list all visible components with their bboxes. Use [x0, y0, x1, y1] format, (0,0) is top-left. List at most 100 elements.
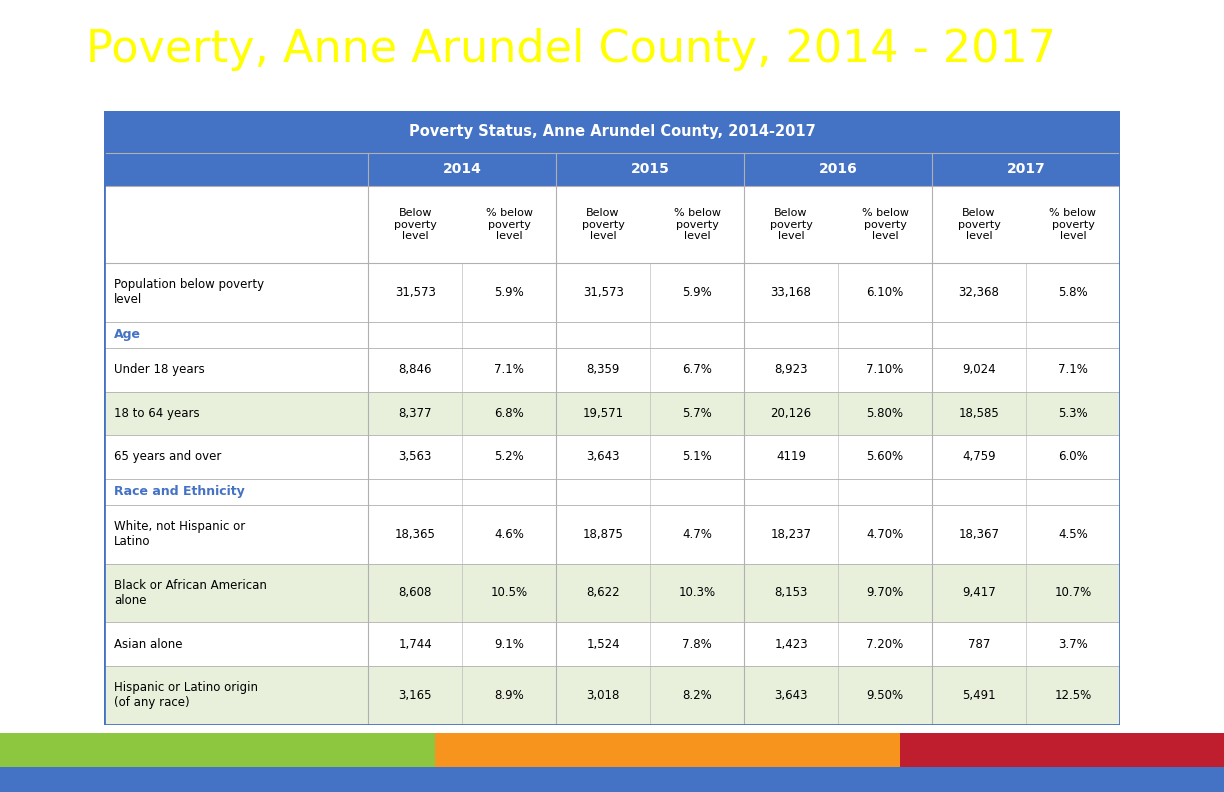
- Text: 7.10%: 7.10%: [867, 364, 903, 376]
- Text: 8,608: 8,608: [399, 586, 432, 600]
- Text: 9.50%: 9.50%: [867, 689, 903, 702]
- Text: 18,365: 18,365: [394, 527, 436, 541]
- Text: 4.7%: 4.7%: [682, 527, 712, 541]
- Bar: [0, 767, 1224, 792]
- Bar: [931, 186, 1026, 263]
- Bar: [104, 391, 1120, 435]
- Text: 18,875: 18,875: [583, 527, 623, 541]
- Text: 9,024: 9,024: [962, 364, 996, 376]
- Text: 4.6%: 4.6%: [494, 527, 524, 541]
- Text: 5.3%: 5.3%: [1059, 407, 1088, 420]
- Text: 8,846: 8,846: [399, 364, 432, 376]
- Text: Black or African American
alone: Black or African American alone: [114, 579, 267, 607]
- Text: White, not Hispanic or
Latino: White, not Hispanic or Latino: [114, 520, 246, 548]
- Text: 31,573: 31,573: [583, 286, 623, 299]
- Text: 2016: 2016: [819, 162, 858, 177]
- Text: Asian alone: Asian alone: [114, 638, 182, 650]
- Text: 5.7%: 5.7%: [682, 407, 712, 420]
- Text: 5.80%: 5.80%: [867, 407, 903, 420]
- Bar: [744, 186, 838, 263]
- Bar: [556, 153, 744, 186]
- Text: 2014: 2014: [443, 162, 481, 177]
- Text: % below
poverty
level: % below poverty level: [673, 208, 721, 242]
- Bar: [104, 505, 1120, 564]
- Text: 12.5%: 12.5%: [1054, 689, 1092, 702]
- Text: Below
poverty
level: Below poverty level: [770, 208, 813, 242]
- Text: 1,524: 1,524: [586, 638, 619, 650]
- Text: % below
poverty
level: % below poverty level: [1049, 208, 1097, 242]
- Text: 8.9%: 8.9%: [494, 689, 524, 702]
- Text: 6.0%: 6.0%: [1058, 451, 1088, 463]
- Bar: [435, 733, 900, 767]
- Text: Under 18 years: Under 18 years: [114, 364, 204, 376]
- Bar: [104, 263, 1120, 322]
- Text: 2017: 2017: [1006, 162, 1045, 177]
- Text: 3,563: 3,563: [399, 451, 432, 463]
- Text: 65 years and over: 65 years and over: [114, 451, 222, 463]
- Text: 5.2%: 5.2%: [494, 451, 524, 463]
- Text: 9,417: 9,417: [962, 586, 996, 600]
- Text: 4119: 4119: [776, 451, 807, 463]
- Text: 3,643: 3,643: [775, 689, 808, 702]
- Text: 32,368: 32,368: [958, 286, 1000, 299]
- Bar: [104, 186, 368, 263]
- Text: 4.5%: 4.5%: [1058, 527, 1088, 541]
- Bar: [104, 666, 1120, 725]
- Text: 4.70%: 4.70%: [867, 527, 903, 541]
- Text: 787: 787: [968, 638, 990, 650]
- Text: 3.7%: 3.7%: [1058, 638, 1088, 650]
- Bar: [104, 153, 368, 186]
- Text: Population below poverty
level: Population below poverty level: [114, 279, 264, 307]
- Text: Below
poverty
level: Below poverty level: [394, 208, 437, 242]
- Bar: [368, 153, 556, 186]
- Text: 20,126: 20,126: [770, 407, 812, 420]
- Text: 9.70%: 9.70%: [867, 586, 903, 600]
- Bar: [1026, 186, 1120, 263]
- Text: 6.8%: 6.8%: [494, 407, 524, 420]
- Text: 5.1%: 5.1%: [682, 451, 712, 463]
- Bar: [900, 733, 1224, 767]
- Bar: [0, 733, 435, 767]
- Text: 5.60%: 5.60%: [867, 451, 903, 463]
- Text: 7.1%: 7.1%: [494, 364, 524, 376]
- Text: 18,585: 18,585: [958, 407, 999, 420]
- Text: 8,622: 8,622: [586, 586, 619, 600]
- Text: 8.2%: 8.2%: [682, 689, 712, 702]
- Bar: [104, 478, 1120, 505]
- Bar: [556, 186, 650, 263]
- Text: 2015: 2015: [630, 162, 670, 177]
- Text: 7.20%: 7.20%: [867, 638, 903, 650]
- Text: 8,153: 8,153: [775, 586, 808, 600]
- Text: 3,165: 3,165: [399, 689, 432, 702]
- Text: 8,359: 8,359: [586, 364, 619, 376]
- Text: 10.7%: 10.7%: [1054, 586, 1092, 600]
- Text: 1,744: 1,744: [398, 638, 432, 650]
- Text: Race and Ethnicity: Race and Ethnicity: [114, 485, 245, 498]
- Bar: [104, 435, 1120, 478]
- Text: Poverty Status, Anne Arundel County, 2014-2017: Poverty Status, Anne Arundel County, 201…: [409, 124, 815, 139]
- Text: 5.9%: 5.9%: [682, 286, 712, 299]
- Text: 5.9%: 5.9%: [494, 286, 524, 299]
- Text: 33,168: 33,168: [771, 286, 812, 299]
- Text: 1,423: 1,423: [775, 638, 808, 650]
- Text: 18,237: 18,237: [771, 527, 812, 541]
- Text: 7.1%: 7.1%: [1058, 364, 1088, 376]
- Text: 6.10%: 6.10%: [867, 286, 903, 299]
- Text: Hispanic or Latino origin
(of any race): Hispanic or Latino origin (of any race): [114, 681, 258, 710]
- Text: 4,759: 4,759: [962, 451, 996, 463]
- Bar: [104, 564, 1120, 623]
- Bar: [838, 186, 931, 263]
- Text: 10.5%: 10.5%: [491, 586, 528, 600]
- Text: Below
poverty
level: Below poverty level: [581, 208, 624, 242]
- Bar: [368, 186, 463, 263]
- Text: 10.3%: 10.3%: [678, 586, 716, 600]
- Text: 3,018: 3,018: [586, 689, 619, 702]
- Text: 5,491: 5,491: [962, 689, 996, 702]
- Bar: [744, 153, 931, 186]
- Text: 31,573: 31,573: [394, 286, 436, 299]
- Text: 18,367: 18,367: [958, 527, 1000, 541]
- Bar: [650, 186, 744, 263]
- Text: 8,377: 8,377: [399, 407, 432, 420]
- Bar: [104, 322, 1120, 348]
- Text: 19,571: 19,571: [583, 407, 624, 420]
